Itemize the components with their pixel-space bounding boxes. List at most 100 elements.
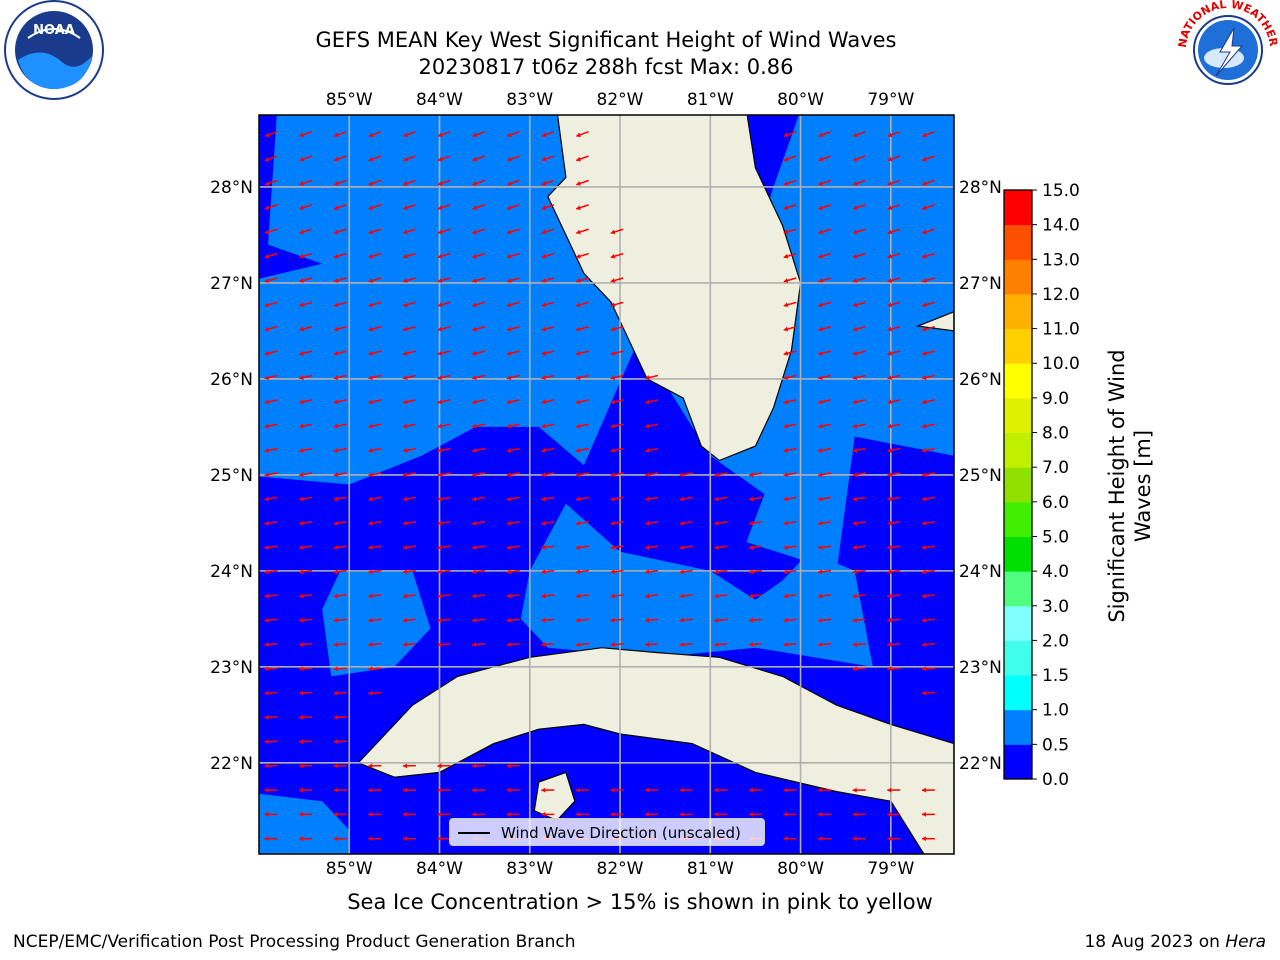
wave-direction-arrow <box>506 252 520 259</box>
wave-direction-arrow <box>575 787 589 793</box>
lat-tick-label: 26°N <box>210 370 253 390</box>
wave-direction-arrow <box>368 131 382 138</box>
wave-direction-arrow <box>264 787 278 793</box>
colorbar-tick-label: 0.5 <box>1042 735 1069 755</box>
wave-direction-arrow <box>921 836 935 842</box>
wave-direction-arrow <box>575 252 589 259</box>
wave-direction-arrow <box>402 787 416 793</box>
wave-direction-arrow <box>818 301 832 308</box>
lon-tick-label: 79°W <box>867 859 914 879</box>
wave-direction-arrow <box>852 399 866 405</box>
lat-tick-label: 22°N <box>210 754 253 774</box>
colorbar-segment <box>1004 501 1032 537</box>
colorbar-segment <box>1004 224 1032 260</box>
wave-direction-arrow <box>506 399 520 405</box>
wave-direction-arrow <box>575 277 589 283</box>
wave-direction-arrow <box>783 593 797 599</box>
wave-direction-arrow <box>575 350 589 356</box>
graticule <box>259 115 954 854</box>
colorbar-tick-label: 4.0 <box>1042 562 1069 582</box>
wave-direction-arrow <box>472 374 486 381</box>
wave-direction-arrow <box>299 836 313 842</box>
wave-direction-arrow <box>921 447 935 453</box>
wave-direction-arrow <box>818 228 832 235</box>
wave-direction-arrow <box>575 496 589 502</box>
wave-direction-arrow <box>714 472 728 478</box>
wave-direction-arrow <box>368 836 382 842</box>
wave-direction-arrow <box>541 544 555 550</box>
wave-direction-arrow <box>437 836 451 842</box>
lat-tick-label: 26°N <box>959 370 1002 390</box>
wave-direction-arrow <box>333 179 347 186</box>
wave-direction-arrow <box>264 423 278 429</box>
wave-direction-arrow <box>818 374 832 381</box>
wave-direction-arrow <box>576 131 589 138</box>
wave-direction-arrow <box>368 228 382 235</box>
wave-direction-arrow <box>437 763 451 769</box>
wave-direction-arrow <box>887 399 901 405</box>
chart-title: GEFS MEAN Key West Significant Height of… <box>315 28 897 52</box>
wave-direction-arrow <box>852 423 866 429</box>
wave-direction-arrow <box>264 569 278 575</box>
wave-direction-arrow <box>472 277 486 283</box>
wave-direction-arrow <box>264 836 278 842</box>
wave-direction-arrow <box>783 787 797 793</box>
wave-direction-arrow <box>852 642 866 648</box>
wave-direction-arrow <box>852 204 866 211</box>
wave-direction-arrow <box>783 617 797 623</box>
colorbar-segment <box>1004 467 1032 503</box>
wave-direction-arrow <box>852 131 866 138</box>
wave-direction-arrow <box>506 228 520 235</box>
wave-direction-arrow <box>575 472 589 478</box>
wave-direction-arrow <box>645 423 659 429</box>
wave-direction-arrow <box>506 544 520 550</box>
wave-direction-arrow <box>887 447 901 453</box>
wave-direction-arrow <box>610 520 624 526</box>
wave-direction-arrow <box>575 447 589 453</box>
wave-direction-arrow <box>264 666 278 672</box>
wave-direction-arrow <box>852 787 866 793</box>
wave-direction-arrow <box>437 374 451 381</box>
wave-direction-arrow <box>299 350 313 356</box>
wave-direction-arrow <box>402 350 416 356</box>
wave-direction-arrow <box>506 520 520 526</box>
land-masses <box>357 115 954 854</box>
wave-direction-arrow <box>299 423 313 429</box>
wave-direction-arrow <box>368 593 382 599</box>
wave-direction-arrow <box>506 326 520 332</box>
wave-direction-arrow <box>575 326 589 332</box>
wave-direction-arrow <box>818 277 832 283</box>
lat-tick-label: 23°N <box>210 658 253 678</box>
wave-direction-arrow <box>921 593 935 599</box>
wave-direction-arrow <box>437 472 451 478</box>
wave-direction-arrow <box>783 277 797 283</box>
wave-direction-arrow <box>852 472 866 478</box>
wave-direction-arrow <box>437 399 451 405</box>
wave-direction-arrow <box>264 714 278 720</box>
wave-direction-arrow <box>818 326 832 332</box>
wave-direction-arrow <box>887 544 901 550</box>
wave-direction-arrow <box>921 472 935 478</box>
wave-direction-arrow <box>472 811 486 817</box>
wave-direction-arrow <box>368 155 382 162</box>
wave-direction-arrow <box>783 472 797 478</box>
wave-direction-arrow <box>472 252 486 259</box>
wave-direction-arrow <box>818 131 831 138</box>
wave-direction-arrow <box>818 399 832 405</box>
colorbar-tick-label: 0.0 <box>1042 770 1069 790</box>
wave-direction-arrow <box>437 787 451 793</box>
wave-direction-arrow <box>541 617 555 623</box>
wave-direction-arrow <box>299 204 313 211</box>
wave-direction-arrow <box>264 204 278 211</box>
wave-direction-arrow <box>506 472 520 478</box>
wave-direction-arrow <box>299 617 313 623</box>
wave-direction-arrow <box>264 131 278 138</box>
wave-direction-arrow <box>748 593 762 599</box>
wave-direction-arrow <box>679 642 693 648</box>
wave-direction-arrow <box>645 496 659 502</box>
map-frame <box>258 114 955 855</box>
wave-direction-arrow <box>368 252 382 259</box>
wave-direction-arrow <box>818 496 832 502</box>
wave-direction-arrow <box>921 350 935 356</box>
colorbar-tick-label: 7.0 <box>1042 458 1069 478</box>
